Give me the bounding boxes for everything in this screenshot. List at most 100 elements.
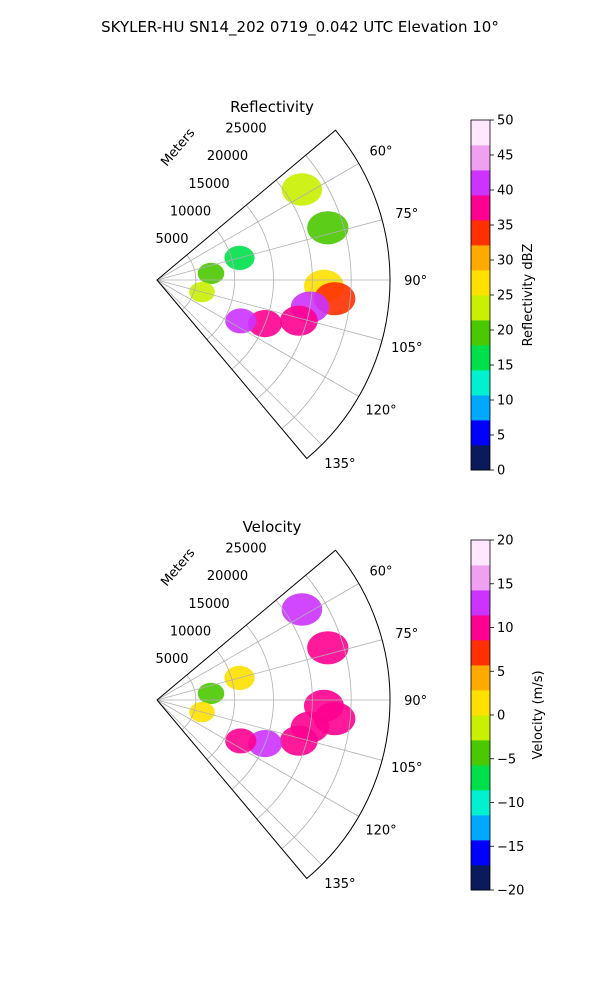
figure-suptitle: SKYLER-HU SN14_202 0719_0.042 UTC Elevat…: [101, 18, 499, 37]
echo-region: [225, 308, 257, 334]
range-axis-label: Meters: [158, 126, 198, 170]
azimuth-spoke: [156, 699, 323, 866]
colorbar-segment: [471, 865, 490, 891]
sector-frame: [156, 129, 391, 460]
range-ring: [281, 154, 352, 430]
colorbar-segment: [471, 790, 490, 816]
echo-region: [307, 631, 349, 665]
range-ring: [256, 179, 313, 400]
echo-region: [307, 211, 349, 245]
range-tick-label: 5000: [155, 232, 188, 247]
azimuth-spoke: [156, 699, 383, 761]
colorbar-segment: [471, 145, 490, 171]
colorbar-tick-label: 45: [497, 149, 514, 164]
colorbar-tick-label: 15: [497, 577, 514, 592]
azimuth-tick-label: 135°: [324, 877, 355, 892]
azimuth-tick-label: 60°: [369, 145, 392, 160]
echo-field: [189, 593, 356, 758]
colorbar-tick-label: 10: [497, 621, 514, 636]
colorbar-tick-label: 35: [497, 219, 514, 234]
sector-outline: [156, 129, 391, 460]
velocity-panel: Velocity Meters 5000 10000 15000 20000 25000…: [155, 518, 546, 899]
colorbar-segment: [471, 295, 490, 321]
colorbar-tick-label: −15: [497, 840, 524, 855]
panel-title: Velocity: [243, 518, 302, 536]
colorbar: 0 5 10 15 20 25 30 35 40 45 50: [470, 114, 514, 479]
colorbar-tick-label: 0: [497, 709, 505, 724]
azimuth-spoke: [156, 639, 383, 701]
colorbar-segment: [471, 320, 490, 346]
colorbar-tick-label: 50: [497, 114, 514, 129]
azimuth-tick-label: 135°: [324, 457, 355, 472]
colorbar-tick-label: −10: [497, 796, 524, 811]
colorbar-segment: [471, 170, 490, 196]
colorbar-segment: [471, 590, 490, 616]
colorbar-segment: [471, 615, 490, 641]
panel-title: Reflectivity: [230, 98, 314, 116]
azimuth-tick-label: 90°: [404, 694, 427, 709]
colorbar-segment: [471, 445, 490, 471]
sector-outline: [156, 549, 391, 880]
range-ring: [281, 574, 352, 850]
colorbar-tick-label: −5: [497, 752, 516, 767]
range-tick-label: 25000: [225, 542, 266, 557]
colorbar-segment: [471, 665, 490, 691]
colorbar-segment: [471, 765, 490, 791]
range-ring: [206, 229, 236, 340]
colorbar-tick-label: 20: [497, 324, 514, 339]
azimuth-tick-label: 75°: [395, 207, 418, 222]
range-ring: [206, 649, 236, 760]
azimuth-tick-label: 105°: [391, 761, 422, 776]
echo-region: [225, 728, 257, 754]
azimuth-spoke: [156, 163, 359, 281]
colorbar-segment: [471, 715, 490, 741]
colorbar-segment: [471, 245, 490, 271]
colorbar: −20 −15 −10 −5 0 5 10 15 20: [470, 534, 524, 899]
range-tick-label: 20000: [207, 569, 248, 584]
colorbar-segment: [471, 565, 490, 591]
range-ring: [231, 624, 274, 790]
range-ring: [231, 204, 274, 370]
azimuth-spoke: [156, 279, 323, 446]
azimuth-tick-label: 90°: [404, 274, 427, 289]
colorbar-segment: [471, 195, 490, 221]
polar-grid: [156, 154, 390, 446]
colorbar-tick-label: 5: [497, 665, 505, 680]
azimuth-tick-label: 120°: [365, 403, 396, 418]
echo-region: [280, 725, 318, 756]
echo-region: [281, 173, 323, 206]
colorbar-segment: [471, 345, 490, 371]
reflectivity-panel: Reflectivity Meters 5000 10000 15000 20000 2…: [155, 98, 536, 479]
colorbar-segment: [471, 840, 490, 866]
colorbar-segment: [471, 540, 490, 566]
colorbar-tick-label: 10: [497, 394, 514, 409]
colorbar-tick-label: −20: [497, 884, 524, 899]
range-ring: [256, 599, 313, 820]
colorbar-segment: [471, 120, 490, 146]
colorbar-segment: [471, 640, 490, 666]
colorbar-label: Reflectivity dBZ: [521, 244, 536, 347]
sector-frame: [156, 549, 391, 880]
colorbar-segment: [471, 220, 490, 246]
range-tick-label: 10000: [170, 204, 211, 219]
azimuth-tick-label: 75°: [395, 627, 418, 642]
range-tick-labels: 5000 10000 15000 20000 25000: [155, 542, 266, 667]
colorbar-segment: [471, 420, 490, 446]
azimuth-tick-labels: 60° 75° 90° 105° 120° 135°: [324, 145, 427, 472]
echo-region: [197, 682, 225, 705]
colorbar-tick-label: 20: [497, 534, 514, 549]
range-tick-label: 15000: [188, 177, 229, 192]
colorbar-tick-label: 15: [497, 359, 514, 374]
range-tick-label: 20000: [207, 149, 248, 164]
colorbar-tick-label: 5: [497, 429, 505, 444]
echo-region: [197, 262, 225, 284]
colorbar-segment: [471, 815, 490, 841]
range-axis-label: Meters: [158, 546, 198, 590]
colorbar-segment: [471, 370, 490, 396]
colorbar-segment: [471, 395, 490, 421]
polar-grid: [156, 574, 390, 866]
azimuth-tick-label: 60°: [369, 565, 392, 580]
azimuth-spoke: [156, 279, 359, 397]
colorbar-tick-label: 0: [497, 464, 505, 479]
